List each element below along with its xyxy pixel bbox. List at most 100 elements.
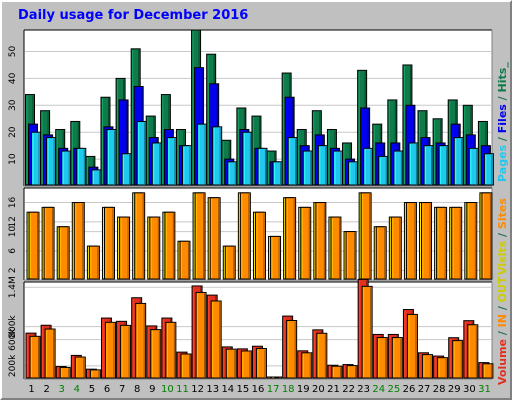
pages-bar: [197, 123, 208, 186]
sites-bar: [315, 202, 327, 280]
x-tick-label: 21: [327, 384, 340, 395]
x-tick-label: 29: [448, 384, 461, 395]
in-bar: [331, 365, 343, 379]
sites-bar: [270, 235, 282, 280]
sites-bar: [285, 197, 297, 280]
pages-bar: [408, 142, 419, 186]
y-tick-label: 200k: [8, 354, 18, 377]
x-tick-label: 12: [191, 384, 204, 395]
x-tick-label: 11: [176, 384, 189, 395]
pages-bar: [46, 137, 57, 186]
x-tick-label: 14: [221, 384, 234, 395]
in-bar: [361, 285, 373, 379]
pages-bar: [151, 142, 162, 186]
x-tick-label: 17: [267, 384, 280, 395]
sites-bar: [345, 231, 357, 280]
in-bar: [89, 369, 101, 379]
y-tick-label: 1.4M: [8, 276, 18, 298]
x-tick-label: 7: [119, 384, 125, 395]
sites-bar: [405, 202, 417, 280]
x-axis-labels: 1 2 3 4 5 6 7 8 9 10 11 12 13 14 15 16 17 18 19 20 21 22 23 24 2…: [28, 384, 490, 395]
in-bar: [346, 365, 358, 379]
y-tick-label: 30: [8, 99, 18, 111]
in-bar: [482, 363, 494, 379]
pages-bar: [61, 150, 72, 186]
pages-bar: [348, 161, 359, 186]
pages-bar: [287, 137, 298, 186]
x-tick-label: 25: [388, 384, 401, 395]
legend-entry: Pages: [496, 144, 509, 182]
legend-entry: IN: [496, 314, 509, 327]
in-bar: [406, 313, 418, 379]
x-tick-label: 31: [478, 384, 491, 395]
y-tick-label: 600k: [8, 328, 18, 351]
sites-bar: [88, 245, 100, 280]
sites-bar: [73, 202, 85, 280]
pages-bar: [212, 126, 223, 186]
pages-bar: [393, 150, 404, 186]
pages-bar: [242, 131, 253, 186]
legend-volume: Volume / IN / OUT: [496, 276, 509, 385]
sites-bar: [164, 211, 176, 280]
pages-bar: [453, 137, 464, 186]
sites-bar: [149, 216, 161, 280]
in-bar: [120, 324, 132, 379]
x-tick-label: 13: [206, 384, 219, 395]
legend-entry: /: [496, 92, 509, 104]
x-tick-label: 26: [403, 384, 416, 395]
in-bar: [301, 352, 313, 379]
sites-bar: [360, 192, 372, 280]
pages-bar: [378, 155, 389, 186]
sites-bar: [239, 192, 251, 280]
sites-bar: [390, 216, 402, 280]
sites-bar: [43, 206, 55, 280]
pages-bar: [483, 153, 494, 186]
pages-bar: [332, 150, 343, 186]
sites-bar: [451, 206, 463, 280]
in-bar: [29, 335, 41, 379]
y-tick-label: 16: [8, 197, 18, 209]
x-tick-label: 6: [104, 384, 110, 395]
x-tick-label: 19: [297, 384, 310, 395]
pages-bar: [438, 145, 449, 186]
pages-bar: [257, 147, 268, 186]
in-bar: [104, 321, 116, 379]
in-bar: [210, 300, 222, 379]
sites-bar: [103, 206, 115, 280]
legend-entry: _: [496, 62, 509, 68]
pages-bar: [136, 120, 147, 186]
in-bar: [74, 356, 86, 379]
pages-bar: [181, 145, 192, 186]
in-bar: [44, 328, 56, 379]
y-tick-label: 2: [8, 267, 18, 273]
in-bar: [59, 366, 71, 379]
x-tick-label: 8: [134, 384, 140, 395]
y-tick-label: 12: [8, 216, 18, 227]
x-tick-label: 10: [161, 384, 174, 395]
legend-entry: Files: [496, 104, 509, 134]
y-tick-label: 6: [8, 248, 18, 254]
in-bar: [452, 340, 464, 379]
x-tick-label: 28: [433, 384, 446, 395]
sites-bar: [209, 197, 221, 280]
y-tick-label: 10: [8, 153, 18, 165]
x-tick-label: 5: [89, 384, 95, 395]
legend-entry: /: [496, 229, 509, 241]
legend-entry: /: [496, 133, 509, 145]
y-tick-label: 800k: [8, 315, 18, 338]
in-bar: [240, 350, 252, 379]
pages-bar: [121, 153, 132, 186]
legend-entry: /: [496, 302, 509, 314]
y-tick-label: 20: [8, 126, 18, 138]
x-tick-label: 9: [149, 384, 155, 395]
x-tick-label: 15: [237, 384, 250, 395]
pages-bar: [468, 147, 479, 186]
sites-bar: [28, 211, 40, 280]
pages-bar: [317, 145, 328, 186]
pages-bar: [272, 161, 283, 186]
pages-bar: [227, 161, 238, 186]
in-bar: [286, 319, 298, 379]
x-tick-label: 22: [342, 384, 355, 395]
x-tick-label: 1: [28, 384, 34, 395]
